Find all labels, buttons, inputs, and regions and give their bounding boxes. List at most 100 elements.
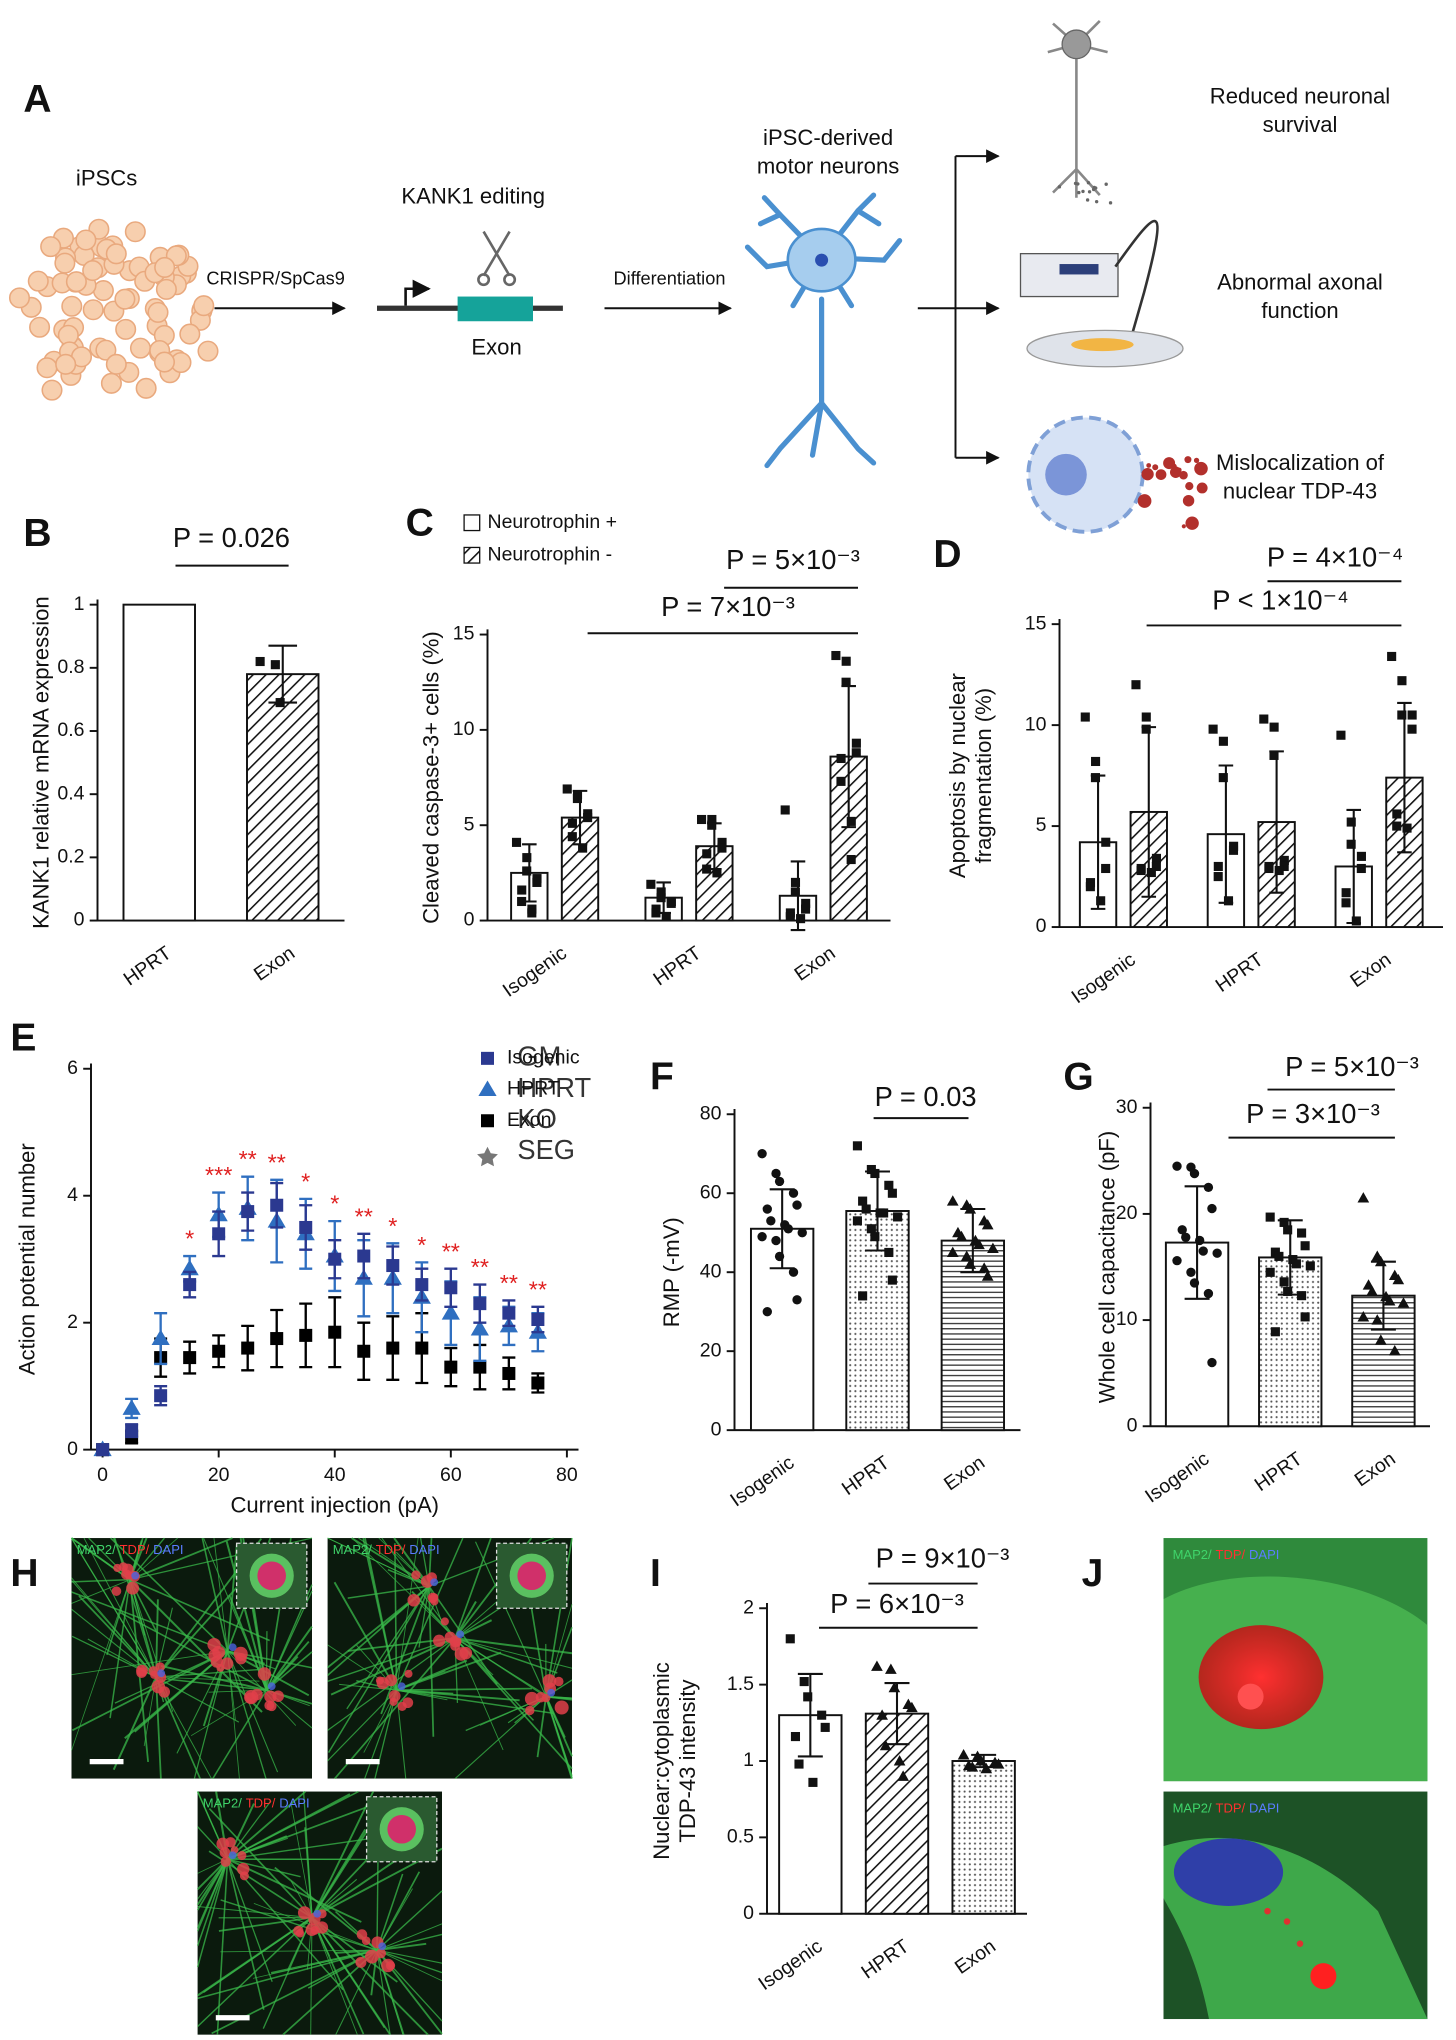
cell <box>124 221 146 243</box>
data-point <box>884 1180 894 1190</box>
significance: * <box>330 1191 339 1217</box>
data-point <box>567 818 577 828</box>
data-point <box>441 1304 460 1320</box>
neuron-branch <box>757 212 783 227</box>
cell <box>147 301 169 323</box>
y-axis-label: Apoptosis by nuclear <box>945 673 970 878</box>
data-point <box>697 814 707 825</box>
y-tick-label: 0 <box>1036 915 1047 937</box>
series <box>1164 1161 1416 1428</box>
nucleus <box>220 1856 231 1867</box>
label: iPSCs <box>76 165 137 190</box>
label: function <box>1261 298 1338 323</box>
data-point <box>957 1749 970 1760</box>
data-point <box>1407 710 1417 720</box>
data-point <box>1186 1267 1196 1277</box>
data-point <box>771 1168 781 1179</box>
scissors <box>482 230 511 277</box>
nucleus <box>305 1923 319 1936</box>
data-point <box>299 1220 313 1234</box>
p-value: P = 9×10⁻³ <box>876 1542 1010 1573</box>
nucleus <box>524 1691 539 1706</box>
data-point <box>987 1242 999 1254</box>
neurite <box>227 1793 351 1860</box>
nucleus <box>313 1909 322 1918</box>
data-point <box>846 816 856 826</box>
legend-label: Neurotrophin - <box>487 543 612 565</box>
icon <box>1052 57 1101 198</box>
error-bar <box>1277 1219 1303 1296</box>
nucleus <box>235 1653 247 1665</box>
neurite <box>129 1578 263 1713</box>
data-point <box>646 879 656 889</box>
data-point <box>444 1281 458 1295</box>
error-bar <box>841 684 856 829</box>
neurite <box>376 1933 443 1951</box>
stain-part: MAP2/ <box>1173 1548 1212 1563</box>
neurite <box>380 1585 430 1628</box>
data-point <box>766 1216 776 1226</box>
label: KANK1 editing <box>401 184 545 209</box>
neurite <box>197 1916 313 1997</box>
neurite <box>418 1586 430 1648</box>
series <box>510 805 818 932</box>
data-point <box>122 1399 141 1415</box>
y-axis-label: Nuclear:cytoplasmic <box>649 1662 674 1860</box>
legend-overlay: SEG <box>517 1134 575 1165</box>
error-bar <box>1269 750 1284 894</box>
data-point <box>1274 865 1284 876</box>
data-point <box>946 1195 959 1206</box>
icon <box>1141 468 1154 481</box>
neurite <box>197 1905 313 1919</box>
neurite <box>454 1637 543 1694</box>
legend-overlay: GM <box>517 1041 561 1072</box>
nucleus <box>356 1929 368 1940</box>
significance: ** <box>239 1146 257 1172</box>
neurite <box>334 1637 456 1780</box>
x-axis-label: Current injection (pA) <box>230 1493 439 1518</box>
icon <box>1081 189 1085 194</box>
icon <box>1077 190 1081 195</box>
neurite <box>545 1695 573 1699</box>
p-value: P = 5×10⁻³ <box>1285 1051 1419 1082</box>
x-tick-label: HPRT <box>1212 948 1268 996</box>
nucleus <box>272 1690 284 1702</box>
data-point <box>960 1250 973 1261</box>
neurite <box>155 1676 240 1723</box>
data-point <box>757 1149 767 1159</box>
legend-marker <box>481 1051 494 1065</box>
cell <box>8 287 31 309</box>
neurite <box>545 1696 573 1757</box>
neurite <box>380 1585 430 1715</box>
error-bar <box>572 789 588 846</box>
data-point <box>876 1709 888 1720</box>
data-point <box>1080 712 1090 722</box>
y-tick-label: 1 <box>74 593 85 615</box>
data-point <box>1291 1259 1301 1269</box>
neurite <box>227 1858 301 1878</box>
stain-part: TDP/ <box>376 1542 406 1557</box>
neurite <box>396 1689 448 1701</box>
data-point <box>946 1246 959 1258</box>
nucleus <box>430 1578 439 1587</box>
nucleus <box>381 1958 395 1973</box>
data-point <box>870 1232 880 1242</box>
data-point <box>1279 1277 1289 1287</box>
data-point <box>527 908 537 918</box>
y-tick-label: 1.5 <box>727 1673 754 1695</box>
icon <box>1196 482 1208 494</box>
data-point <box>299 1328 313 1342</box>
data-point <box>522 853 532 863</box>
y-tick-label: 0.5 <box>727 1826 754 1848</box>
stain-label: MAP2/TDP/DAPI <box>203 1796 310 1811</box>
cell <box>75 229 97 251</box>
data-point <box>386 1341 400 1355</box>
data-point <box>846 854 856 865</box>
nucleus <box>547 1688 556 1697</box>
neurite <box>327 1689 397 1762</box>
neurite <box>376 1949 443 1982</box>
neurite <box>212 1689 268 1779</box>
legend-swatch <box>463 514 481 532</box>
panel-label: B <box>23 512 51 555</box>
data-point <box>707 820 717 830</box>
